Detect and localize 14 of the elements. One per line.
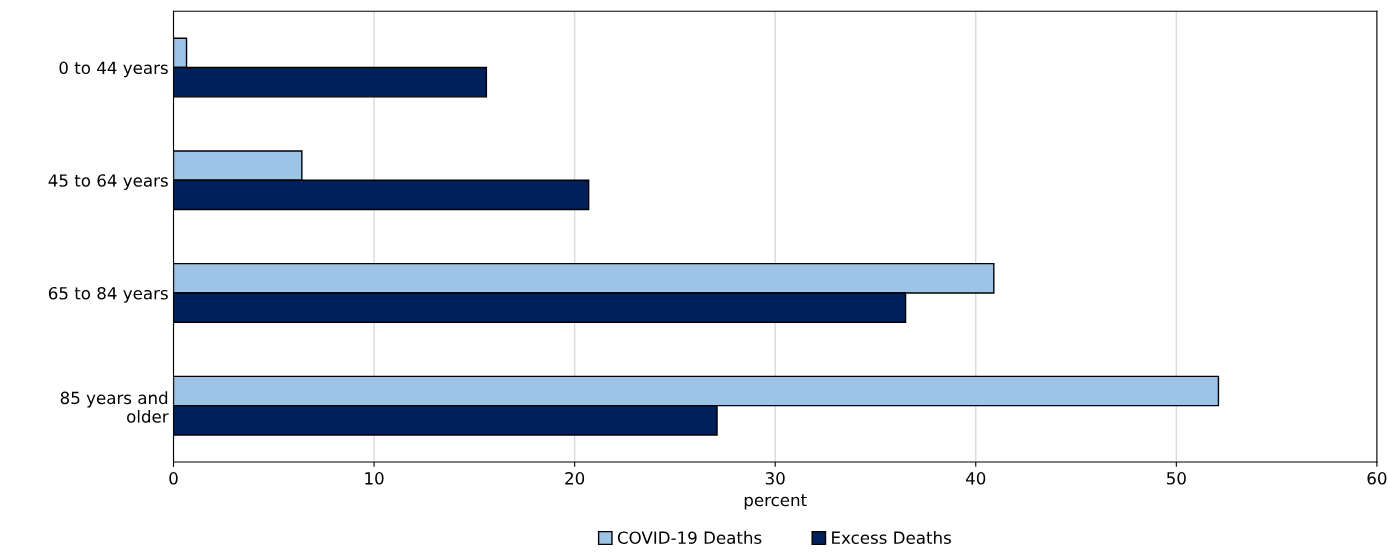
x-tick-label: 60 — [1367, 472, 1387, 485]
y-tick-label: 65 to 84 years — [48, 286, 168, 303]
y-tick-label: 45 to 64 years — [48, 174, 168, 191]
x-tick-label: 10 — [365, 472, 384, 485]
x-tick-label: 0 — [169, 472, 178, 485]
x-tick-label: 40 — [965, 472, 986, 485]
x-tick-label: 30 — [765, 472, 785, 485]
legend-label: Excess Deaths — [832, 531, 951, 544]
x-tick-label: 20 — [565, 472, 585, 485]
y-tick-label: 0 to 44 years — [59, 61, 168, 78]
legend-label: COVID-19 Deaths — [617, 531, 762, 544]
x-axis-title: percent — [744, 494, 807, 510]
y-tick-label: 85 years and older — [60, 391, 169, 423]
x-tick-label: 50 — [1167, 472, 1186, 485]
